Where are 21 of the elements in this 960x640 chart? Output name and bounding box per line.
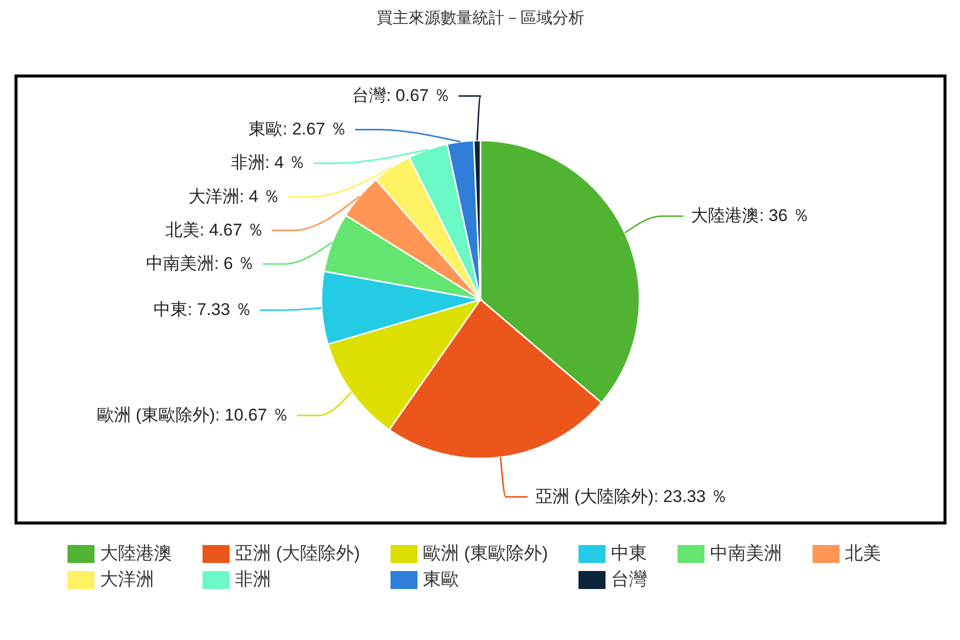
data-label: 台灣: 0.67 ％ <box>352 86 450 105</box>
data-label: 中東: 7.33 ％ <box>154 300 252 320</box>
legend-label: 台灣 <box>611 569 647 589</box>
legend-label: 非洲 <box>235 569 271 589</box>
data-label: 大洋洲: 4 ％ <box>188 186 280 206</box>
data-label: 大陸港澳: 36 ％ <box>691 206 810 226</box>
data-label: 歐洲 (東歐除外): 10.67 ％ <box>97 406 289 425</box>
legend-label: 亞洲 (大陸除外) <box>235 543 360 563</box>
legend-label: 中南美洲 <box>710 543 782 563</box>
data-label: 中南美洲: 6 ％ <box>146 254 255 273</box>
legend-label: 大洋洲 <box>100 569 154 589</box>
legend-label: 北美 <box>845 543 881 563</box>
legend-label: 東歐 <box>423 569 459 589</box>
data-label: 東歐: 2.67 ％ <box>248 120 347 139</box>
legend-label: 大陸港澳 <box>100 543 172 563</box>
data-label: 北美: 4.67 ％ <box>166 220 264 240</box>
data-label: 亞洲 (大陸除外): 23.33 ％ <box>536 486 728 506</box>
legend-label: 中東 <box>611 543 647 563</box>
legend-label: 歐洲 (東歐除外) <box>423 543 548 563</box>
chart-title: 買主來源數量統計－區域分析 <box>376 9 584 27</box>
data-label: 非洲: 4 ％ <box>230 153 306 172</box>
